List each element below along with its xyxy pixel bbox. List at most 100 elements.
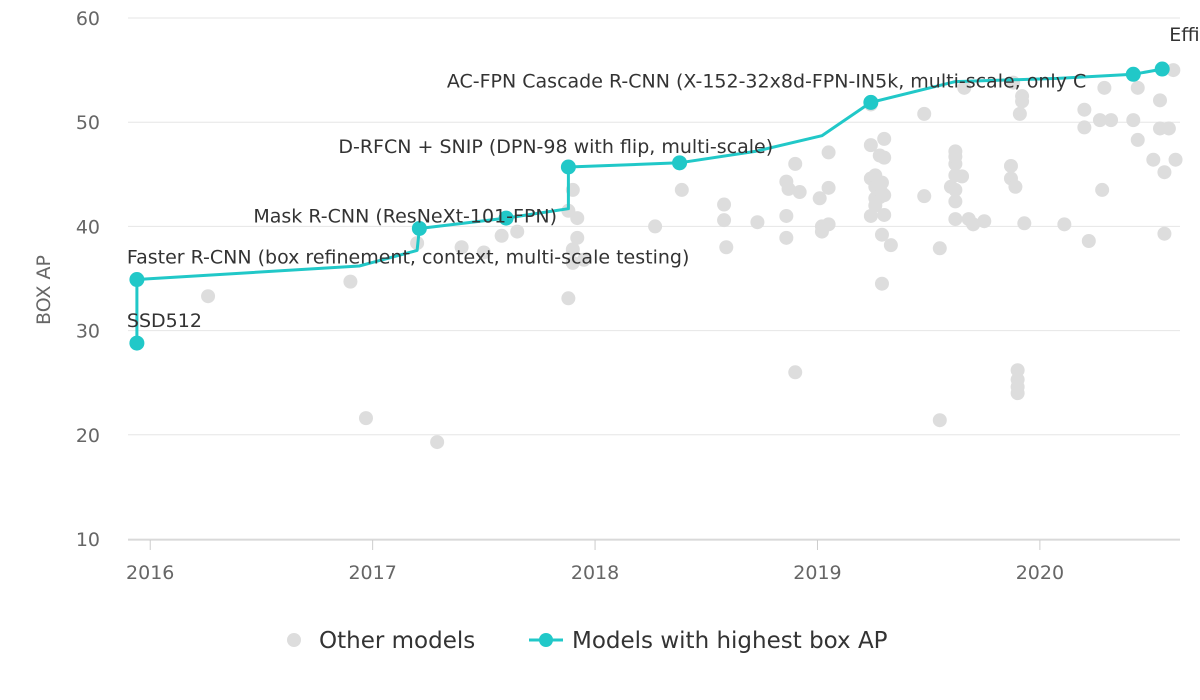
- annotation-3: D-RFCN + SNIP (DPN-98 with flip, multi-s…: [338, 136, 773, 158]
- other-models-series: [201, 63, 1183, 450]
- x-tick-label-2017: 2017: [348, 562, 396, 584]
- other-model-point-52: [877, 150, 892, 165]
- other-model-point-75: [1008, 179, 1023, 194]
- other-model-point-1: [343, 274, 358, 289]
- legend-label-best: Models with highest box AP: [572, 628, 888, 654]
- best-model-point-1: [129, 272, 145, 288]
- y-tick-label-60: 60: [76, 8, 100, 30]
- other-model-point-49: [874, 276, 889, 291]
- other-model-point-92: [1126, 113, 1141, 128]
- other-model-point-57: [932, 241, 947, 256]
- other-model-point-61: [948, 194, 963, 209]
- other-model-point-6: [476, 245, 491, 260]
- other-model-point-60: [948, 212, 963, 227]
- other-model-point-91: [1104, 113, 1119, 128]
- other-model-point-82: [1015, 89, 1030, 104]
- legend-label-other: Other models: [319, 628, 475, 654]
- other-model-point-94: [1130, 80, 1145, 95]
- other-model-point-38: [863, 138, 878, 153]
- x-tick-label-2016: 2016: [126, 562, 174, 584]
- other-model-point-50: [877, 207, 892, 222]
- y-axis: 10 20 30 40 50 60: [76, 8, 100, 551]
- other-model-point-100: [1161, 121, 1176, 136]
- annotation-5: EfficientDet-D7x (single-scale): [1169, 24, 1200, 46]
- other-model-point-80: [1012, 106, 1027, 121]
- other-model-point-62: [948, 182, 963, 197]
- other-model-point-11: [565, 242, 580, 257]
- other-model-point-51: [877, 188, 892, 203]
- other-model-point-95: [1146, 152, 1161, 167]
- best-model-point-6: [863, 94, 879, 110]
- other-model-point-88: [1092, 113, 1107, 128]
- legend-marker-best: [539, 633, 553, 647]
- other-model-point-70: [966, 217, 981, 232]
- annotation-2: Mask R-CNN (ResNeXt-101-FPN): [253, 205, 557, 227]
- legend-item-best[interactable]: Models with highest box AP: [529, 628, 888, 654]
- other-model-point-47: [874, 175, 889, 190]
- gridlines: [128, 17, 1180, 540]
- other-model-point-87: [1081, 233, 1096, 248]
- other-model-point-101: [1168, 152, 1183, 167]
- best-model-point-7: [1125, 66, 1141, 82]
- best-model-point-2: [411, 220, 427, 236]
- other-model-point-22: [750, 215, 765, 230]
- other-model-point-68: [957, 80, 972, 95]
- other-model-point-15: [576, 252, 591, 267]
- other-model-point-86: [1077, 120, 1092, 135]
- other-model-point-48: [874, 227, 889, 242]
- other-model-point-98: [1157, 165, 1172, 180]
- other-model-point-54: [883, 238, 898, 253]
- best-models-series: [129, 61, 1170, 351]
- other-model-point-96: [1152, 93, 1167, 108]
- legend-item-other[interactable]: Other models: [287, 628, 475, 654]
- legend-marker-other: [287, 633, 301, 647]
- x-tick-label-2019: 2019: [793, 562, 841, 584]
- other-model-point-0: [201, 289, 216, 304]
- y-axis-title: BOX AP: [33, 255, 55, 325]
- other-model-point-34: [821, 217, 836, 232]
- other-model-point-24: [779, 230, 794, 245]
- y-tick-label-40: 40: [76, 216, 100, 238]
- y-tick-label-50: 50: [76, 112, 100, 134]
- other-model-point-71: [977, 214, 992, 229]
- other-model-point-21: [719, 240, 734, 255]
- other-model-point-84: [1057, 217, 1072, 232]
- other-model-point-79: [1010, 363, 1025, 378]
- best-models-line: [135, 67, 1163, 344]
- other-model-point-19: [717, 197, 732, 212]
- y-tick-label-10: 10: [76, 529, 100, 551]
- other-model-point-5: [454, 240, 469, 255]
- best-model-point-4: [560, 159, 576, 175]
- other-model-point-30: [812, 191, 827, 206]
- annotations: SSD512 Faster R-CNN (box refinement, cont…: [127, 24, 1200, 332]
- other-model-point-66: [948, 144, 963, 159]
- other-model-point-53: [877, 131, 892, 146]
- other-model-point-28: [788, 156, 803, 171]
- other-model-point-73: [1003, 158, 1018, 173]
- other-model-point-26: [781, 181, 796, 196]
- other-model-point-10: [565, 255, 580, 270]
- other-model-point-2: [358, 411, 373, 426]
- other-model-point-33: [821, 145, 836, 160]
- y-tick-label-30: 30: [76, 321, 100, 343]
- other-model-point-56: [917, 189, 932, 204]
- other-model-point-102: [1166, 63, 1181, 78]
- other-model-point-29: [792, 185, 807, 200]
- other-model-point-83: [1017, 216, 1032, 231]
- other-model-point-93: [1130, 132, 1145, 147]
- best-model-point-0: [129, 335, 145, 351]
- y-tick-label-20: 20: [76, 425, 100, 447]
- other-model-point-90: [1097, 80, 1112, 95]
- other-model-point-27: [788, 365, 803, 380]
- other-model-point-8: [510, 224, 525, 239]
- legend[interactable]: Other models Models with highest box AP: [287, 628, 888, 654]
- other-model-point-58: [932, 413, 947, 428]
- other-model-point-89: [1095, 182, 1110, 197]
- other-model-point-67: [955, 169, 970, 184]
- annotation-1: Faster R-CNN (box refinement, context, m…: [127, 247, 689, 269]
- other-model-point-35: [821, 180, 836, 195]
- other-model-point-9: [561, 291, 576, 306]
- other-model-point-55: [917, 106, 932, 121]
- other-model-point-99: [1157, 226, 1172, 241]
